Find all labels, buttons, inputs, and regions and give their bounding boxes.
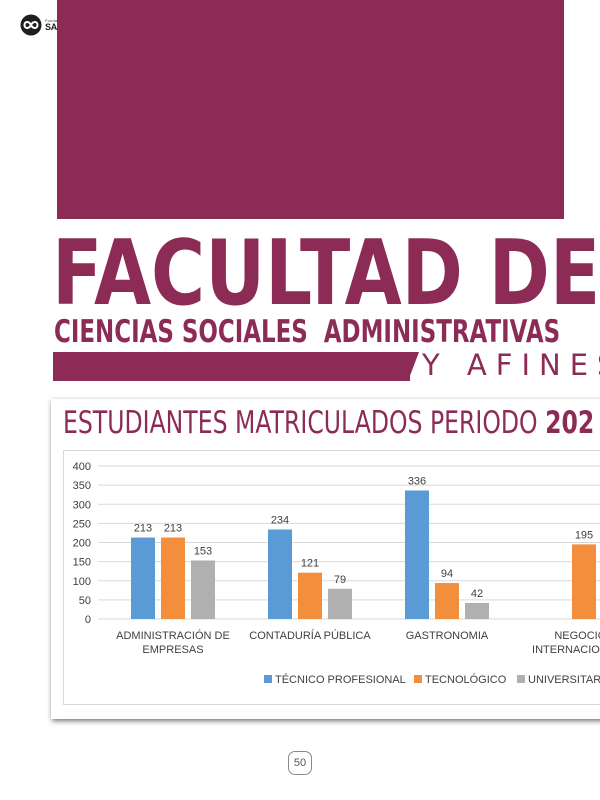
header-banner [57, 0, 564, 219]
bar-1-3 [572, 544, 596, 619]
page-number: 50 [288, 751, 312, 775]
legend-label: TÉCNICO PROFESIONAL [275, 673, 406, 686]
bar-2-2 [465, 602, 489, 619]
legend-swatch [517, 675, 525, 683]
plot-area-frame [63, 450, 600, 705]
bar-1-2 [435, 583, 459, 619]
bar-2-0 [191, 560, 215, 619]
y-tick-label: 350 [73, 480, 91, 492]
x-category-label: EMPRESAS [142, 644, 203, 656]
bar-0-2 [405, 490, 429, 619]
data-label: 94 [441, 568, 453, 580]
legend-label: UNIVERSITARIO [528, 674, 600, 686]
y-tick-label: 200 [73, 538, 91, 550]
bar-1-1 [298, 572, 322, 619]
x-category-label: INTERNACIONALES [532, 644, 600, 656]
data-label: 42 [471, 588, 483, 600]
data-label: 213 [134, 523, 152, 535]
y-tick-label: 400 [73, 461, 91, 473]
chart-title-prefix: ESTUDIANTES MATRICULADOS PERIODO [63, 405, 546, 441]
y-tick-label: 250 [73, 518, 91, 530]
x-category-label: CONTADURÍA PÚBLICA [249, 629, 371, 642]
bar-0-1 [268, 529, 292, 619]
data-label: 195 [575, 529, 593, 541]
faculty-subtitle: CIENCIAS SOCIALES ADMINISTRATIVAS [54, 314, 561, 350]
data-label: 336 [408, 475, 426, 487]
bar-2-1 [328, 588, 352, 619]
legend-swatch [414, 675, 422, 683]
title-underline-bar [53, 352, 410, 381]
y-tick-label: 0 [85, 614, 91, 626]
legend-swatch [264, 675, 272, 683]
chart-card: ESTUDIANTES MATRICULADOS PERIODO 202 0 50… [51, 399, 600, 719]
data-label: 121 [301, 558, 319, 570]
bar-0-0 [131, 537, 155, 619]
title-underline-tip [408, 352, 419, 381]
chart-title: ESTUDIANTES MATRICULADOS PERIODO 202 [63, 401, 594, 445]
data-label: 79 [334, 574, 346, 586]
faculty-title: FACULTAD DE [52, 221, 600, 326]
data-label: 213 [164, 523, 182, 535]
x-category-label: NEGOCIOS [554, 630, 600, 642]
bar-1-0 [161, 537, 185, 619]
data-label: 234 [271, 514, 289, 526]
x-category-label: ADMINISTRACIÓN DE [116, 629, 230, 642]
chart-title-year: 202 [545, 405, 595, 441]
y-tick-label: 300 [73, 499, 91, 511]
y-tick-label: 100 [73, 576, 91, 588]
infinity-logo-icon [20, 14, 42, 36]
enrollment-bar-chart: 0 50 100 150 200 250 300 350 400 213 213 153 ADMINIS… [73, 461, 600, 686]
legend-label: TECNOLÓGICO [425, 673, 507, 686]
x-category-label: GASTRONOMIA [406, 630, 489, 642]
data-label: 153 [194, 545, 212, 557]
y-tick-label: 150 [73, 557, 91, 569]
faculty-subtitle-end: Y AFINES [422, 348, 600, 382]
y-tick-label: 50 [79, 595, 91, 607]
